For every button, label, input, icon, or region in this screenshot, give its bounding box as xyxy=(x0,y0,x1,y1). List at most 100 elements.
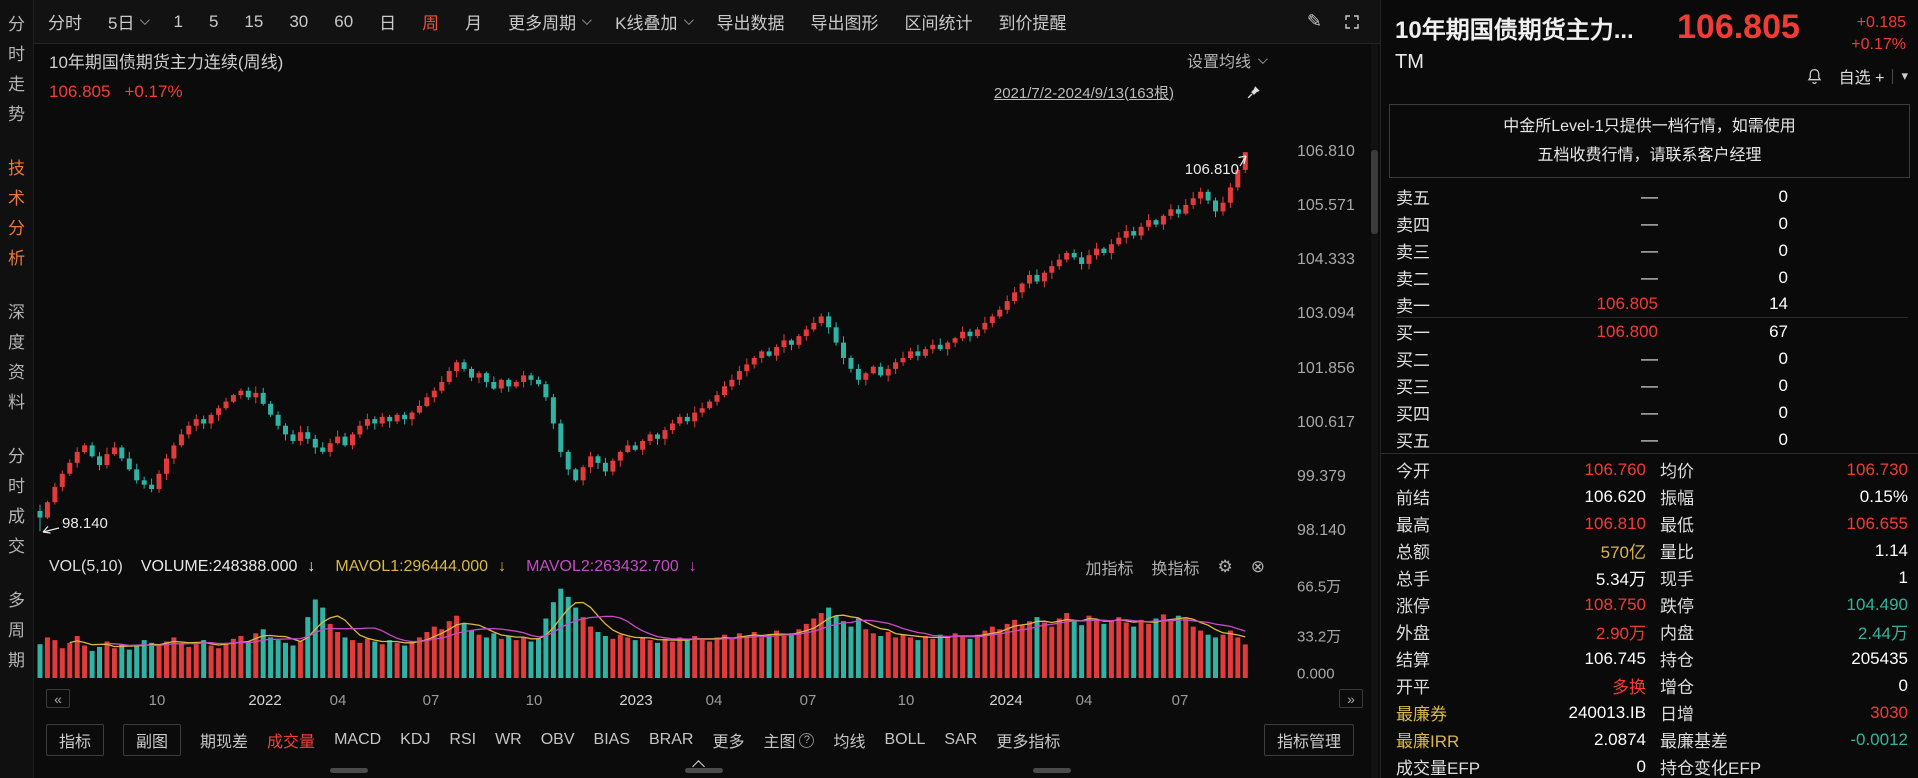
splitter-handle[interactable] xyxy=(330,768,368,773)
toolbar-item-minute[interactable]: 分时 xyxy=(48,9,82,34)
add-indicator-button[interactable]: 加指标 xyxy=(1085,561,1134,578)
order-book-row[interactable]: 卖四 — 0 xyxy=(1396,210,1908,237)
toolbar-item-1min[interactable]: 1 xyxy=(173,12,182,32)
toolbar-item-label: 更多周期 xyxy=(508,14,577,33)
order-book-row[interactable]: 卖三 — 0 xyxy=(1396,237,1908,264)
date-range-link[interactable]: 2021/7/2-2024/9/13(163根) xyxy=(993,84,1174,102)
skip-to-end-button[interactable]: » xyxy=(1339,689,1363,708)
indicator-tab-boll[interactable]: BOLL xyxy=(884,731,926,748)
splitter-handle[interactable] xyxy=(685,768,723,773)
stat-label: 跌停 xyxy=(1660,597,1694,616)
indicator-tab-basis[interactable]: 期现差 xyxy=(200,734,249,751)
toolbar-item-5min[interactable]: 5 xyxy=(209,12,218,32)
toolbar-item-60min[interactable]: 60 xyxy=(334,12,353,32)
volume-svg[interactable] xyxy=(34,584,1379,682)
toolbar-item-week[interactable]: 周 xyxy=(422,9,439,34)
toolbar-item-15min[interactable]: 15 xyxy=(244,12,263,32)
sidebar-item-multi-period[interactable]: 多周期 xyxy=(8,586,25,676)
toolbar-item-export-data[interactable]: 导出数据 xyxy=(717,9,785,34)
bottom-edge xyxy=(34,758,1380,778)
toolbar-item-day[interactable]: 日 xyxy=(379,9,396,34)
sidebar-item-depth-data[interactable]: 深度资料 xyxy=(8,298,25,418)
indicator-bar: 指标 副图 期现差 成交量 MACD KDJ RSI WR OBV BIAS BRAR 更多 主图? 均线… xyxy=(34,722,1380,758)
toolbar-item-label: 60 xyxy=(334,11,354,31)
candlestick-chart[interactable]: 106.810 98.140 106.810 105.571 104.333 103.0… xyxy=(34,108,1380,550)
fullscreen-icon[interactable] xyxy=(1344,14,1360,30)
toolbar-item-range-stats[interactable]: 区间统计 xyxy=(905,9,973,34)
add-watchlist-button[interactable]: 自选 + ▾ xyxy=(1839,64,1908,88)
main-chart-menu[interactable]: 主图? xyxy=(763,728,815,752)
watchlist-dropdown-caret[interactable]: ▾ xyxy=(1901,68,1908,83)
toolbar-item-kline-overlay[interactable]: K线叠加 xyxy=(615,9,694,34)
indicator-tab-rsi[interactable]: RSI xyxy=(449,731,477,748)
volume-header-actions: 加指标 换指标 ⚙ ⊗ xyxy=(1085,555,1265,579)
stat-value: 1 xyxy=(1898,567,1908,587)
gear-icon[interactable]: ⚙ xyxy=(1217,557,1233,576)
indicator-tab-macd[interactable]: MACD xyxy=(334,731,382,748)
indicator-tab-more[interactable]: 更多 xyxy=(712,734,745,751)
toolbar-right-icons: ✎ xyxy=(1307,11,1360,32)
toolbar-item-label: 日 xyxy=(379,14,397,33)
volume-chart[interactable]: 66.5万 33.2万 0.000 xyxy=(34,579,1380,683)
toolbar-item-5day[interactable]: 5日 xyxy=(108,9,151,34)
candlestick-svg[interactable]: 106.810 98.140 xyxy=(34,108,1379,550)
stat-value: 2.44万 xyxy=(1857,624,1908,643)
notice-line-1: 中金所Level-1只提供一档行情，如需使用 xyxy=(1503,118,1796,135)
x-axis: « 10 2022 04 07 10 2023 04 07 10 2024 04 07 » xyxy=(34,682,1380,722)
indicator-tab-wr[interactable]: WR xyxy=(495,731,522,748)
indicator-tab-more-indicators[interactable]: 更多指标 xyxy=(996,734,1061,751)
order-book-row[interactable]: 买三 — 0 xyxy=(1396,372,1908,399)
chart-scrollbar-handle[interactable] xyxy=(1371,150,1378,234)
stat-row: 前结 106.620 振幅 0.15% xyxy=(1396,483,1908,510)
stat-label: 前结 xyxy=(1396,489,1430,508)
indicator-tab-bias[interactable]: BIAS xyxy=(593,731,630,748)
down-arrow-icon: ↓ xyxy=(498,558,507,575)
splitter-handle[interactable] xyxy=(1033,768,1071,773)
sidebar-item-minute-trades[interactable]: 分时成交 xyxy=(8,442,25,562)
order-book-row[interactable]: 买一 106.800 67 xyxy=(1396,318,1908,345)
stat-value: 106.620 xyxy=(1584,486,1646,506)
indicator-tab-sar[interactable]: SAR xyxy=(944,731,978,748)
switch-indicator-button[interactable]: 换指标 xyxy=(1151,561,1200,578)
ma-setting-dropdown[interactable]: 设置均线 xyxy=(1187,48,1268,72)
indicator-tab-brar[interactable]: BRAR xyxy=(649,731,694,748)
skip-to-start-button[interactable]: « xyxy=(46,689,70,708)
sidebar-item-char: 度 xyxy=(8,333,25,352)
button-sub-chart[interactable]: 副图 xyxy=(123,724,182,756)
order-book-qty: 0 xyxy=(1778,267,1788,287)
sidebar-item-technical-analysis[interactable]: 技术分析 xyxy=(8,154,25,274)
indicator-tab-kdj[interactable]: KDJ xyxy=(400,731,431,748)
toolbar-item-price-alert[interactable]: 到价提醒 xyxy=(999,9,1067,34)
indicator-tab-volume[interactable]: 成交量 xyxy=(267,734,316,751)
main-chart-help-icon: ? xyxy=(799,732,815,748)
close-panel-icon[interactable]: ⊗ xyxy=(1250,557,1265,576)
stat-label: 外盘 xyxy=(1396,624,1430,643)
stat-label: 增仓 xyxy=(1660,678,1694,697)
sidebar-item-minute-trend[interactable]: 分时走势 xyxy=(8,10,25,130)
toolbar-item-month[interactable]: 月 xyxy=(465,9,482,34)
pin-icon[interactable] xyxy=(1246,85,1261,100)
order-book-row[interactable]: 买五 — 0 xyxy=(1396,426,1908,453)
sidebar-item-char: 料 xyxy=(8,393,25,412)
indicator-tab-obv[interactable]: OBV xyxy=(540,731,575,748)
button-indicator[interactable]: 指标 xyxy=(46,724,105,756)
draw-tool-icon[interactable]: ✎ xyxy=(1306,11,1322,31)
indicator-tab-ma[interactable]: 均线 xyxy=(833,734,866,751)
chart-scrollbar[interactable] xyxy=(1371,44,1378,778)
order-book-row[interactable]: 买四 — 0 xyxy=(1396,399,1908,426)
down-arrow-icon: ↓ xyxy=(688,558,697,575)
indicator-manage-button[interactable]: 指标管理 xyxy=(1263,724,1354,756)
toolbar-item-more-periods[interactable]: 更多周期 xyxy=(508,9,593,34)
alert-bell-icon[interactable] xyxy=(1806,68,1823,85)
stat-row: 涨停 108.750 跌停 104.490 xyxy=(1396,591,1908,618)
sidebar-item-char: 期 xyxy=(8,651,25,670)
order-book-row[interactable]: 买二 — 0 xyxy=(1396,345,1908,372)
price-change-pct: +0.17% xyxy=(1851,36,1906,53)
main-chart-label: 主图 xyxy=(763,734,796,751)
toolbar-item-30min[interactable]: 30 xyxy=(289,12,308,32)
stat-label: 最廉IRR xyxy=(1396,732,1460,751)
order-book-row[interactable]: 卖五 — 0 xyxy=(1396,183,1908,210)
toolbar-item-export-image[interactable]: 导出图形 xyxy=(811,9,879,34)
order-book-row[interactable]: 卖一 106.805 14 xyxy=(1396,291,1908,318)
order-book-row[interactable]: 卖二 — 0 xyxy=(1396,264,1908,291)
